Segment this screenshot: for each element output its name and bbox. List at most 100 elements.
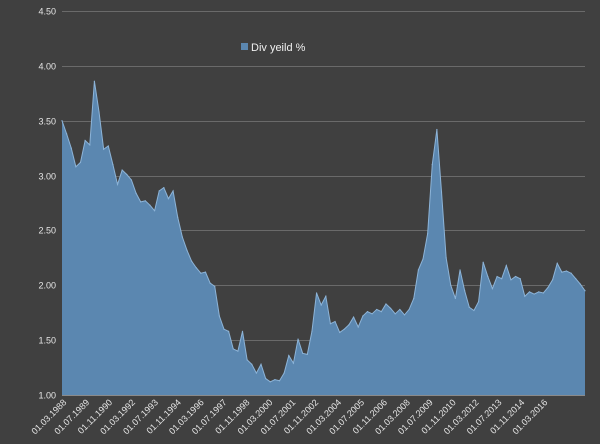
- legend: Div yeild %: [241, 42, 306, 54]
- y-tick-label: 3.50: [38, 117, 56, 127]
- data-point: [436, 128, 438, 131]
- data-point: [75, 166, 77, 168]
- data-point: [172, 190, 174, 192]
- data-point: [177, 216, 179, 218]
- data-point: [357, 326, 359, 328]
- data-point: [524, 295, 526, 297]
- y-axis: 1.00 1.50 2.00 2.50 3.00 3.50 4.00 4.50: [38, 7, 56, 401]
- data-point: [570, 272, 572, 274]
- series-line: [61, 81, 586, 383]
- data-point: [112, 164, 114, 166]
- data-point: [482, 261, 484, 263]
- data-point: [190, 260, 193, 262]
- data-point: [417, 269, 419, 271]
- y-tick-label: 4.50: [38, 7, 56, 17]
- data-point: [200, 272, 202, 274]
- data-point: [204, 271, 207, 273]
- data-point: [380, 311, 382, 313]
- data-point: [394, 313, 396, 315]
- data-point: [408, 308, 410, 311]
- data-point: [339, 331, 341, 334]
- data-point: [246, 359, 248, 361]
- data-point: [79, 161, 82, 164]
- data-point: [232, 348, 234, 350]
- series-area: [62, 81, 585, 395]
- data-point: [362, 315, 364, 317]
- data-point: [255, 372, 257, 374]
- data-point: [505, 264, 507, 267]
- data-point: [390, 307, 392, 309]
- data-point: [116, 183, 119, 185]
- data-point: [343, 328, 345, 330]
- data-point: [519, 278, 521, 280]
- data-point: [140, 201, 142, 203]
- data-point: [385, 303, 387, 305]
- data-point: [325, 295, 327, 297]
- data-point: [459, 269, 461, 271]
- y-tick-label: 4.00: [38, 62, 56, 72]
- data-point: [376, 308, 378, 311]
- data-point: [107, 145, 109, 147]
- data-point: [121, 169, 123, 171]
- data-point: [528, 291, 531, 293]
- data-point: [454, 297, 457, 300]
- data-point: [89, 144, 91, 146]
- data-point: [473, 309, 475, 312]
- y-tick-label: 2.00: [38, 281, 56, 291]
- data-point: [288, 354, 290, 357]
- data-point: [103, 148, 105, 150]
- data-point: [292, 362, 295, 364]
- data-point: [542, 292, 544, 294]
- data-point: [241, 330, 244, 332]
- data-point: [464, 290, 466, 292]
- data-point: [334, 320, 336, 323]
- data-point: [84, 139, 86, 142]
- data-point: [366, 311, 369, 313]
- data-point: [297, 338, 299, 340]
- data-point: [348, 324, 350, 326]
- data-point: [468, 306, 470, 308]
- data-point: [265, 377, 267, 380]
- y-tick-label: 3.00: [38, 172, 56, 182]
- data-point: [223, 328, 225, 330]
- data-point: [399, 308, 401, 311]
- data-point: [496, 275, 498, 278]
- data-point: [130, 179, 133, 181]
- data-point: [371, 313, 373, 315]
- data-point: [302, 352, 304, 354]
- data-point: [195, 267, 197, 269]
- data-point: [186, 249, 188, 251]
- data-point: [329, 323, 332, 325]
- data-point: [167, 198, 170, 200]
- data-point: [126, 173, 128, 176]
- y-tick-label: 2.50: [38, 226, 56, 236]
- data-point: [413, 297, 415, 300]
- data-point: [306, 353, 308, 356]
- data-point: [538, 291, 540, 293]
- data-point: [510, 279, 512, 281]
- data-point: [181, 236, 183, 238]
- data-point: [311, 330, 313, 332]
- x-axis: 01.03.198801.07.198901.11.199001.03.1992…: [29, 397, 549, 436]
- data-point: [283, 372, 285, 374]
- data-point: [93, 80, 95, 82]
- data-point: [450, 284, 452, 286]
- data-point: [209, 282, 211, 284]
- data-point: [431, 164, 433, 166]
- data-point: [422, 258, 424, 260]
- data-point: [579, 283, 581, 285]
- data-point: [584, 290, 586, 292]
- data-point: [477, 301, 480, 303]
- data-point: [315, 292, 318, 294]
- data-point: [144, 200, 146, 202]
- data-point: [501, 278, 503, 280]
- legend-swatch: [241, 43, 248, 50]
- data-point: [440, 191, 443, 193]
- data-point: [561, 271, 563, 273]
- data-point: [575, 278, 577, 280]
- data-point: [66, 133, 68, 135]
- data-point: [427, 233, 429, 235]
- data-point: [218, 315, 220, 317]
- data-point: [135, 192, 137, 194]
